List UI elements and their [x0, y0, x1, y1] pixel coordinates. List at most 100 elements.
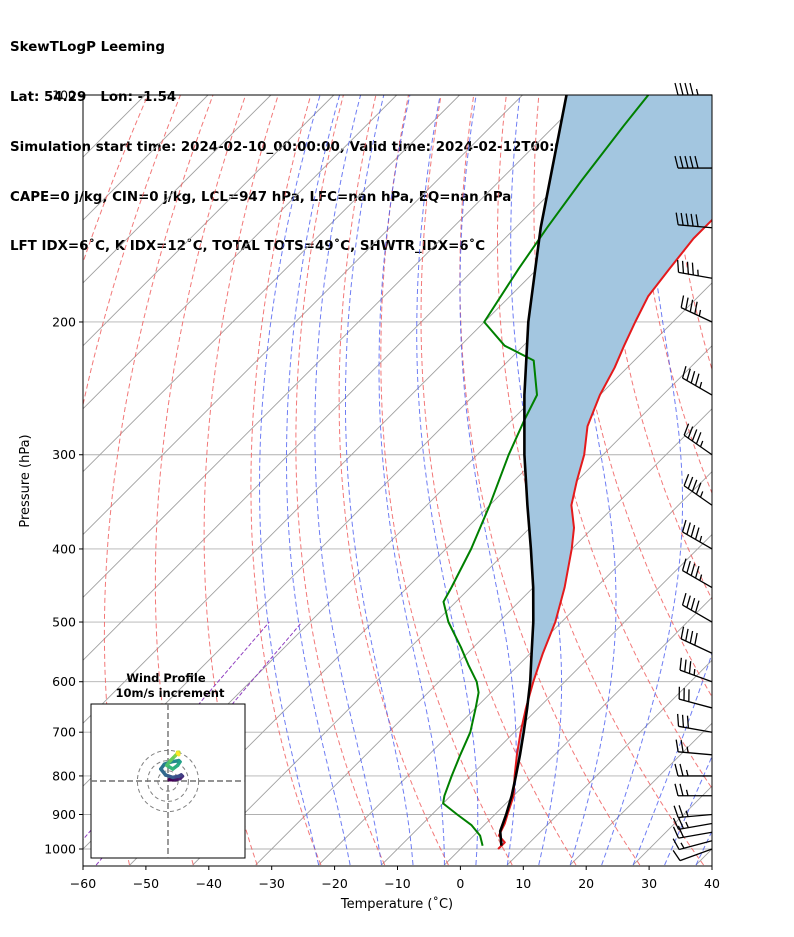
wind-barb-flag [686, 522, 691, 535]
wind-barb-flag [684, 82, 689, 96]
wind-barb [674, 783, 712, 797]
dewpoint-line [442, 95, 650, 846]
wind-barb-flag [681, 714, 685, 728]
title-line-station: SkewTLogP Leeming [10, 40, 165, 56]
wind-barb [678, 686, 713, 709]
wind-barb-shaft [678, 831, 713, 839]
wind-barb-flag [686, 715, 690, 729]
moist-adiabat-line [416, 95, 479, 866]
wind-barb-flag [680, 626, 685, 639]
wind-barb-shaft [682, 569, 713, 589]
hodograph-segment [175, 751, 181, 757]
wind-barb-flag [689, 155, 694, 169]
y-tick-label: 900 [52, 807, 76, 822]
isotherm-line [83, 95, 398, 410]
x-tick-label: 0 [456, 876, 464, 891]
wind-barb-half-flag [685, 821, 689, 828]
wind-barb-flag [695, 482, 702, 495]
wind-barb [672, 825, 713, 839]
x-tick-label: 30 [641, 876, 657, 891]
isotherm-line [444, 596, 712, 866]
wind-barb-flag [690, 597, 696, 611]
wind-barb-flag [690, 213, 694, 227]
temperature-line [497, 218, 712, 850]
wind-barb-flag [691, 262, 694, 275]
wind-barb [681, 365, 713, 396]
moist-adiabat-line [314, 95, 382, 866]
wind-barb-flag [685, 297, 689, 310]
dry-adiabat-line [602, 95, 712, 601]
wind-barb-half-flag [695, 88, 699, 96]
wind-barb-flag [681, 519, 687, 533]
wind-barb-flag [695, 432, 702, 445]
wind-barb [672, 838, 713, 851]
moist-adiabat-line [345, 95, 414, 866]
wind-barb-flag [685, 628, 689, 642]
x-tick-label: 40 [704, 876, 720, 891]
isotherm-line [83, 95, 523, 536]
moist-adiabat-line [510, 95, 563, 866]
inset-title: Wind Profile [126, 671, 206, 685]
wind-barb-half-flag [699, 491, 704, 498]
wind-barb-flag [687, 426, 694, 439]
wind-barb-half-flag [686, 746, 689, 753]
moist-adiabat-line [286, 95, 351, 866]
wind-barb [683, 473, 713, 506]
wind-barb-flag [675, 739, 679, 752]
background-lines [83, 95, 794, 866]
wind-barb-shaft [678, 751, 713, 756]
wind-barb-half-flag [699, 440, 704, 447]
cin-shading [498, 95, 712, 849]
wind-profile-inset: Wind Profile 10m/s increment [90, 671, 246, 859]
isotherm-line [83, 95, 335, 347]
isotherm-line [569, 722, 712, 866]
wind-barb-half-flag [699, 381, 703, 389]
isotherm-line [255, 408, 712, 866]
wind-barb-half-flag [693, 669, 696, 676]
x-tick-label: −40 [196, 876, 222, 891]
dry-adiabat-line [701, 95, 712, 201]
wind-barb-flag [674, 763, 679, 777]
wind-barb-flag [679, 657, 682, 671]
wind-barb-flag [678, 805, 684, 818]
wind-barbs [672, 82, 713, 862]
dry-adiabat-line [734, 95, 794, 865]
wind-barb-flag [694, 155, 699, 169]
y-tick-label: 400 [52, 541, 76, 556]
wind-barb-flag [686, 261, 690, 275]
wind-barb-flag [690, 563, 696, 576]
dry-adiabat-line [767, 95, 794, 865]
wind-barb-flag [694, 527, 700, 540]
wind-barb-flag [694, 301, 698, 315]
moist-adiabat-line [632, 651, 712, 866]
wind-barb-flag [675, 212, 679, 225]
wind-barb-flag [679, 783, 684, 796]
wind-barb [681, 592, 713, 623]
wind-barb-flag [676, 713, 680, 727]
wind-barb-shaft [679, 669, 713, 683]
mixing-ratio-line [83, 621, 270, 841]
wind-barb [681, 519, 713, 550]
dry-adiabat-line [420, 95, 577, 866]
wind-barb-flag [685, 213, 689, 226]
moist-adiabat-line [664, 755, 712, 866]
wind-barb-shaft [682, 377, 713, 396]
wind-barb-flag [694, 632, 698, 646]
wind-barb-flag [680, 212, 684, 226]
moist-adiabat-line [378, 95, 445, 865]
y-tick-label: 800 [52, 768, 76, 783]
wind-barb-flag [684, 659, 687, 672]
inset-subtitle: 10m/s increment [116, 686, 225, 700]
wind-barb-flag [689, 299, 694, 312]
wind-barb [674, 155, 712, 169]
wind-barb-half-flag [685, 810, 689, 817]
wind-barb-flag [688, 661, 692, 674]
chart-title-block: SkewTLogP Leeming Lat: 54.29 Lon: -1.54 … [10, 7, 621, 273]
dry-adiabat-line [250, 95, 322, 866]
isotherm-line [83, 95, 586, 599]
wind-barb-half-flag [699, 574, 703, 581]
title-line-indices: LFT IDX=6˚C, K IDX=12˚C, TOTAL TOTS=49˚C… [10, 239, 486, 255]
wind-barb-shaft [678, 698, 713, 709]
wind-barb-flag [683, 423, 690, 436]
